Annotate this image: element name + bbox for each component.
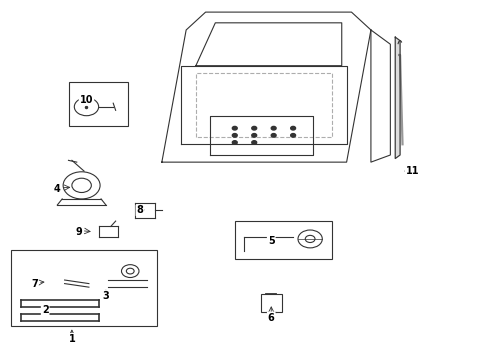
Circle shape <box>232 134 237 137</box>
Text: 1: 1 <box>68 334 75 344</box>
Circle shape <box>232 141 237 144</box>
Circle shape <box>290 134 295 137</box>
Text: 4: 4 <box>54 184 61 194</box>
Bar <box>11 249 157 327</box>
Bar <box>69 82 127 126</box>
Circle shape <box>290 126 295 130</box>
Circle shape <box>251 134 256 137</box>
Text: 8: 8 <box>136 205 143 215</box>
Circle shape <box>271 134 276 137</box>
Text: 3: 3 <box>102 291 109 301</box>
Text: 6: 6 <box>267 312 274 323</box>
Circle shape <box>232 126 237 130</box>
Text: 5: 5 <box>267 236 274 246</box>
Text: 7: 7 <box>31 279 38 289</box>
Bar <box>234 221 331 258</box>
Text: 11: 11 <box>405 166 418 176</box>
Polygon shape <box>394 37 399 158</box>
Text: 9: 9 <box>76 227 82 237</box>
Circle shape <box>271 126 276 130</box>
Text: 10: 10 <box>80 95 93 105</box>
Bar <box>260 294 282 312</box>
Circle shape <box>251 126 256 130</box>
Circle shape <box>251 141 256 144</box>
Text: 2: 2 <box>41 305 48 315</box>
